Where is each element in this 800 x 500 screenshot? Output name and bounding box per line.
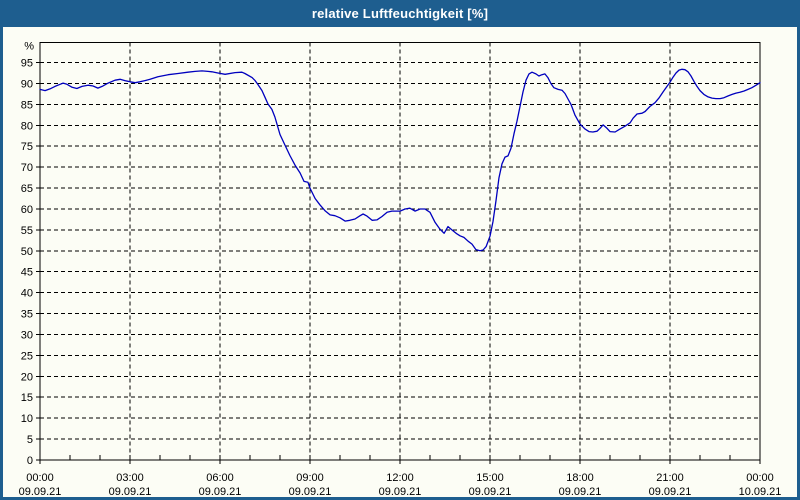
y-axis-tick-label: 5	[27, 434, 33, 446]
y-axis-tick-label: 30	[21, 329, 33, 341]
y-axis-tick-label: 70	[21, 162, 33, 174]
y-axis-unit-label: %	[24, 41, 34, 53]
x-axis-time-label: 21:00	[656, 472, 684, 484]
y-axis-tick-label: 0	[27, 455, 33, 467]
x-axis-time-label: 00:00	[26, 472, 54, 484]
y-axis-tick-label: 20	[21, 371, 33, 383]
y-axis-tick-label: 15	[21, 392, 33, 404]
x-axis-time-label: 18:00	[566, 472, 594, 484]
humidity-line-chart: 0 5 10 15 20 25 30 35 40 45 50 55 60 65 70 75 80 85 90 95% 0…	[19, 41, 782, 497]
y-axis-tick-label: 25	[21, 350, 33, 362]
window-title-bar: relative Luftfeuchtigkeit [%]	[0, 0, 800, 27]
y-axis-tick-label: 95	[21, 58, 33, 70]
x-axis-date-label: 09.09.21	[379, 486, 422, 497]
x-axis-time-label: 09:00	[296, 472, 324, 484]
y-axis-tick-label: 45	[21, 267, 33, 279]
humidity-curve	[39, 68, 761, 252]
x-axis-date-label: 09.09.21	[19, 486, 62, 497]
x-axis-date-label: 09.09.21	[109, 486, 152, 497]
y-axis-tick-label: 35	[21, 309, 33, 321]
y-axis-tick-label: 60	[21, 204, 33, 216]
y-axis-tick-label: 55	[21, 225, 33, 237]
y-axis-tick-label: 50	[21, 246, 33, 258]
x-axis-time-label: 06:00	[206, 472, 234, 484]
chart-panel: 0 5 10 15 20 25 30 35 40 45 50 55 60 65 70 75 80 85 90 95% 0…	[3, 27, 797, 497]
x-axis-date-label: 09.09.21	[289, 486, 332, 497]
x-axis-date-label: 09.09.21	[649, 486, 692, 497]
y-axis-tick-label: 80	[21, 120, 33, 132]
y-axis-tick-label: 40	[21, 288, 33, 300]
x-axis-date-label: 10.09.21	[739, 486, 782, 497]
plot-border	[39, 42, 761, 461]
x-axis-date-label: 09.09.21	[469, 486, 512, 497]
x-axis-time-label: 15:00	[476, 472, 504, 484]
y-axis-tick-label: 85	[21, 99, 33, 111]
window-title: relative Luftfeuchtigkeit [%]	[311, 6, 489, 21]
y-axis-tick-label: 10	[21, 413, 33, 425]
x-axis-time-label: 00:00	[746, 472, 774, 484]
x-axis-time-label: 03:00	[116, 472, 144, 484]
x-axis-time-label: 12:00	[386, 472, 414, 484]
y-axis-tick-label: 90	[21, 78, 33, 90]
y-axis-tick-label: 75	[21, 141, 33, 153]
x-axis-date-label: 09.09.21	[559, 486, 602, 497]
y-axis-tick-label: 65	[21, 183, 33, 195]
x-axis-date-label: 09.09.21	[199, 486, 242, 497]
